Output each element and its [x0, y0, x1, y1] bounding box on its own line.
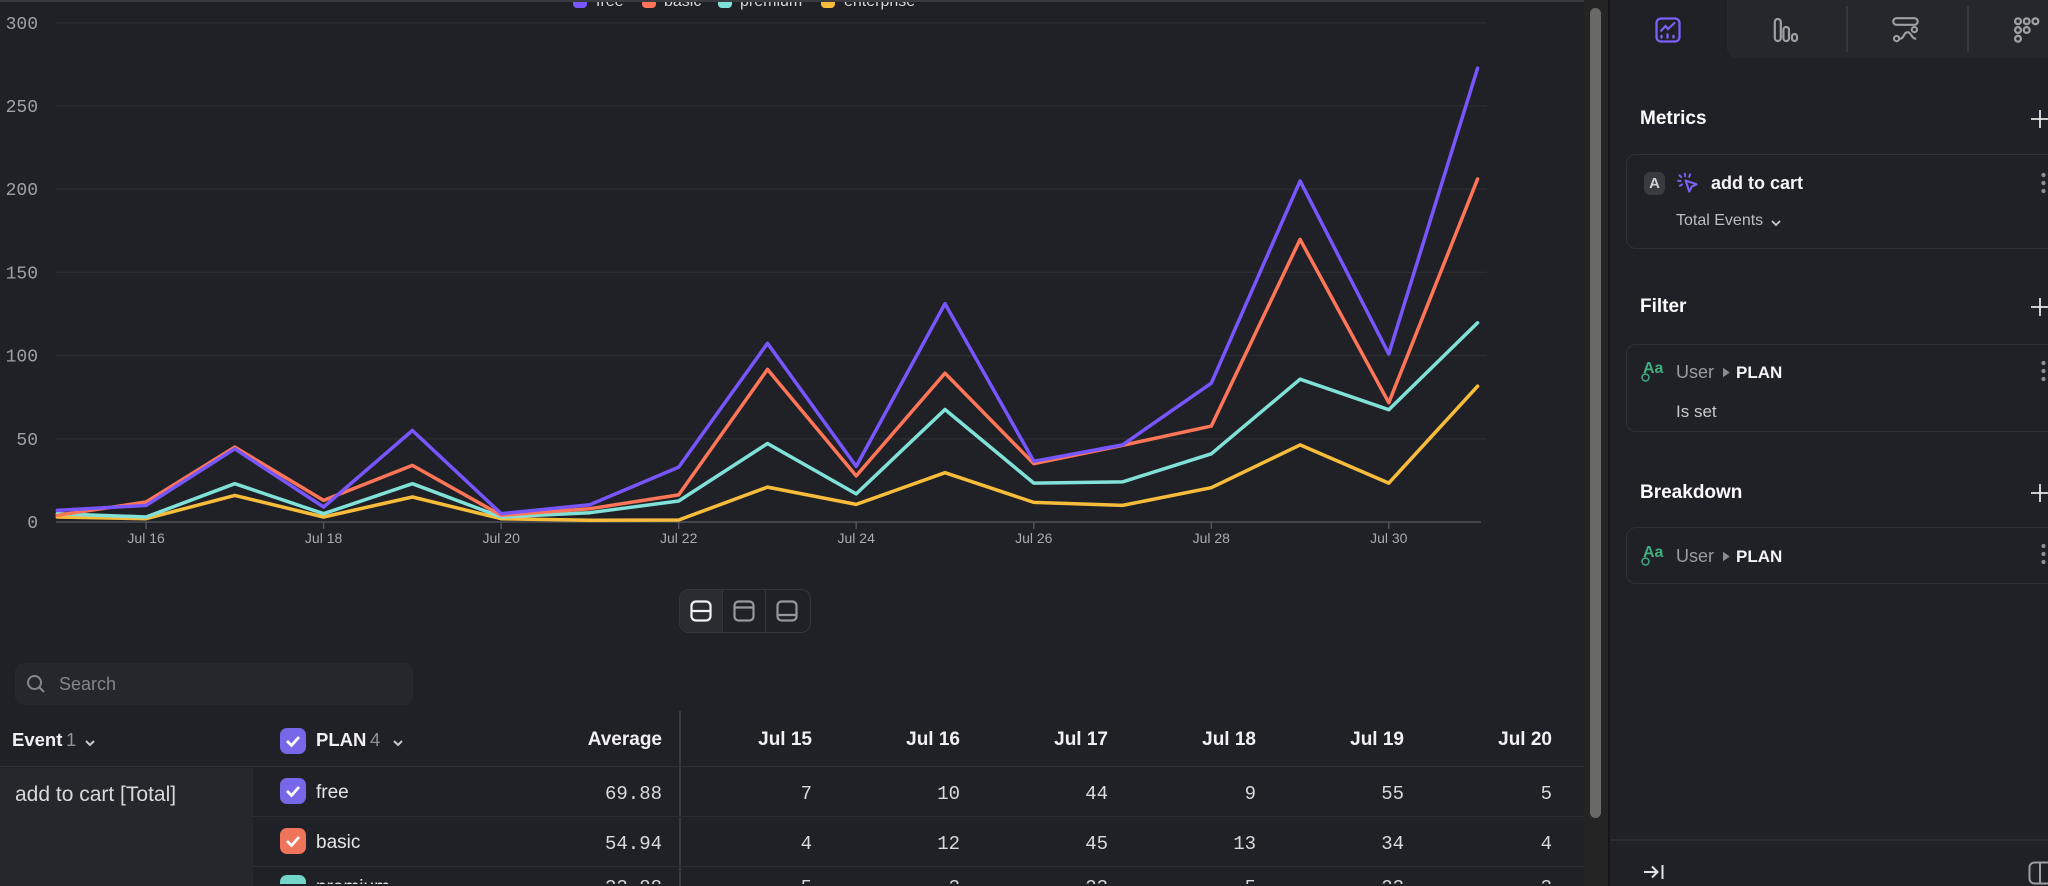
svg-text:Jul 20: Jul 20 [483, 530, 521, 546]
svg-text:200: 200 [6, 181, 38, 201]
svg-text:100: 100 [6, 348, 38, 368]
svg-text:Jul 30: Jul 30 [1370, 530, 1408, 546]
svg-text:Jul 24: Jul 24 [838, 530, 876, 546]
svg-text:enterprise: enterprise [844, 0, 915, 10]
svg-text:free: free [596, 0, 624, 10]
svg-text:300: 300 [6, 15, 38, 35]
svg-text:150: 150 [6, 264, 38, 284]
svg-text:50: 50 [16, 431, 38, 451]
svg-text:basic: basic [664, 0, 701, 10]
svg-text:premium: premium [740, 0, 802, 10]
svg-text:Jul 28: Jul 28 [1193, 530, 1231, 546]
svg-text:Jul 22: Jul 22 [660, 530, 698, 546]
svg-text:Jul 16: Jul 16 [127, 530, 165, 546]
svg-text:250: 250 [6, 98, 38, 118]
svg-text:Jul 18: Jul 18 [305, 530, 343, 546]
svg-text:0: 0 [27, 514, 38, 534]
svg-text:Jul 26: Jul 26 [1015, 530, 1053, 546]
